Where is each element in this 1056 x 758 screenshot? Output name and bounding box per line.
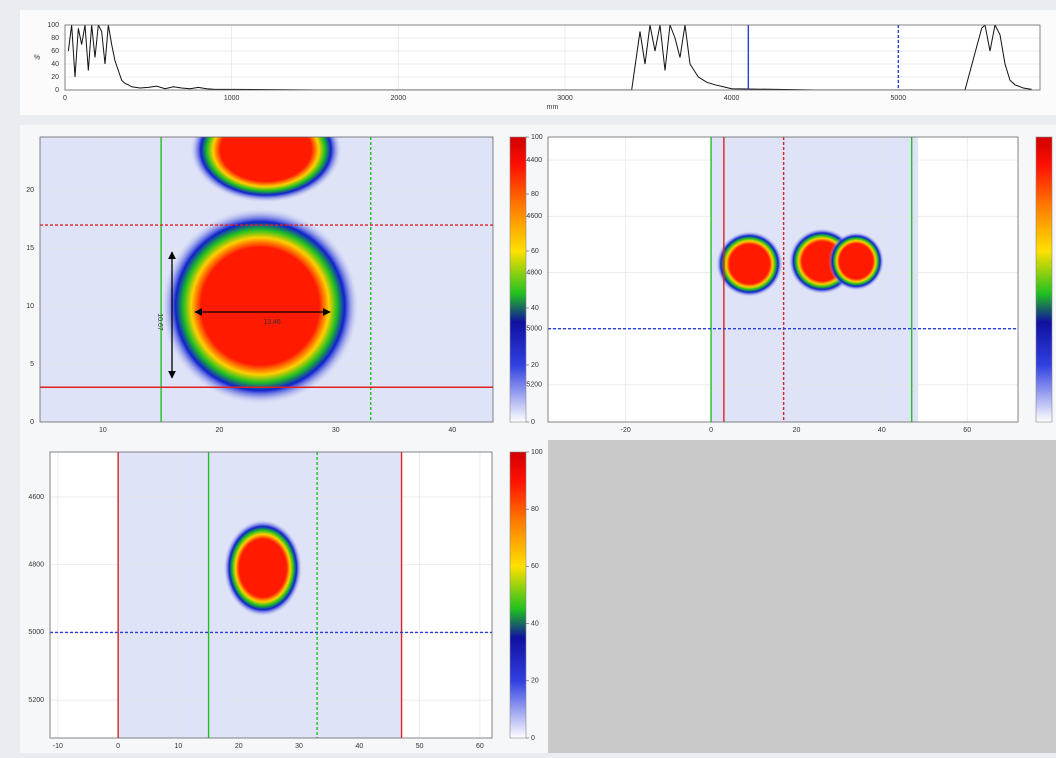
x-tick-label: 40 (355, 743, 363, 750)
x-tick-label: 10 (99, 427, 107, 434)
colorbar-label: 60 (531, 563, 539, 570)
y-tick-label: 5200 (526, 382, 542, 389)
y-tick-label: 4600 (28, 494, 44, 501)
x-tick-label: 0 (709, 427, 713, 434)
plot (65, 25, 1040, 90)
y-tick-label: 5000 (28, 629, 44, 636)
y-tick-label: 10 (26, 303, 34, 310)
y-tick-label: 40 (51, 61, 59, 68)
x-tick-label: 20 (215, 427, 223, 434)
measure-label: 10.67 (156, 313, 163, 331)
plot-frame (547, 136, 1019, 423)
x-tick-label: -20 (621, 427, 631, 434)
y-tick-label: 4800 (526, 269, 542, 276)
y-tick-label: 4800 (28, 562, 44, 569)
y-tick-label: 5000 (526, 326, 542, 333)
plot (50, 452, 492, 738)
colorbar (1035, 136, 1053, 423)
colorbar-label: 100 (531, 449, 543, 456)
x-axis-label: mm (547, 104, 559, 111)
y-tick-label: 20 (26, 187, 34, 194)
x-tick-label: 10 (175, 743, 183, 750)
empty-view (548, 440, 1056, 753)
plot (548, 137, 1018, 422)
x-tick-label: 2000 (391, 95, 407, 102)
y-tick-label: 20 (51, 74, 59, 81)
colorbar-label: 20 (531, 362, 539, 369)
y-tick-label: 60 (51, 48, 59, 55)
blob (161, 208, 359, 405)
blob (828, 232, 884, 291)
x-tick-label: 20 (235, 743, 243, 750)
plot-frame (49, 451, 493, 739)
measure-label: 13.46 (263, 319, 281, 326)
y-tick-label: 4600 (526, 213, 542, 220)
y-tick-label: 5200 (28, 697, 44, 704)
x-tick-label: 30 (332, 427, 340, 434)
x-tick-label: 40 (878, 427, 886, 434)
blob (716, 231, 783, 297)
plot-area (65, 25, 1040, 90)
colorbar-label: 40 (531, 305, 539, 312)
colorbar (509, 451, 527, 739)
y-tick-label: 5 (30, 361, 34, 368)
y-tick-label: 100 (47, 22, 59, 29)
y-tick-label: 80 (51, 35, 59, 42)
colorbar-label: 80 (531, 506, 539, 513)
y-tick-label: 15 (26, 245, 34, 252)
colorbar (509, 136, 527, 423)
plot-frame (39, 136, 494, 423)
x-tick-label: -10 (53, 743, 63, 750)
y-tick-label: 4400 (526, 157, 542, 164)
colorbar-label: 80 (531, 191, 539, 198)
colorbar-label: 60 (531, 248, 539, 255)
y-axis-label: % (34, 54, 40, 61)
x-tick-label: 20 (793, 427, 801, 434)
x-tick-label: 4000 (724, 95, 740, 102)
signal-line (67, 25, 1032, 90)
x-tick-label: 0 (116, 743, 120, 750)
x-tick-label: 50 (416, 743, 424, 750)
colorbar-label: 0 (531, 419, 535, 426)
colorbar-label: 100 (531, 134, 543, 141)
x-tick-label: 5000 (891, 95, 907, 102)
plot (40, 137, 493, 422)
y-tick-label: 0 (55, 87, 59, 94)
plot-frame (64, 24, 1041, 91)
x-tick-label: 60 (476, 743, 484, 750)
x-tick-label: 40 (448, 427, 456, 434)
blob (190, 137, 342, 203)
x-tick-label: 30 (295, 743, 303, 750)
colorbar-label: 20 (531, 678, 539, 685)
x-tick-label: 3000 (557, 95, 573, 102)
x-tick-label: 1000 (224, 95, 240, 102)
blob (223, 519, 303, 617)
x-tick-label: 0 (63, 95, 67, 102)
colorbar-label: 40 (531, 620, 539, 627)
y-tick-label: 0 (30, 419, 34, 426)
colorbar-label: 0 (531, 735, 535, 742)
x-tick-label: 60 (963, 427, 971, 434)
